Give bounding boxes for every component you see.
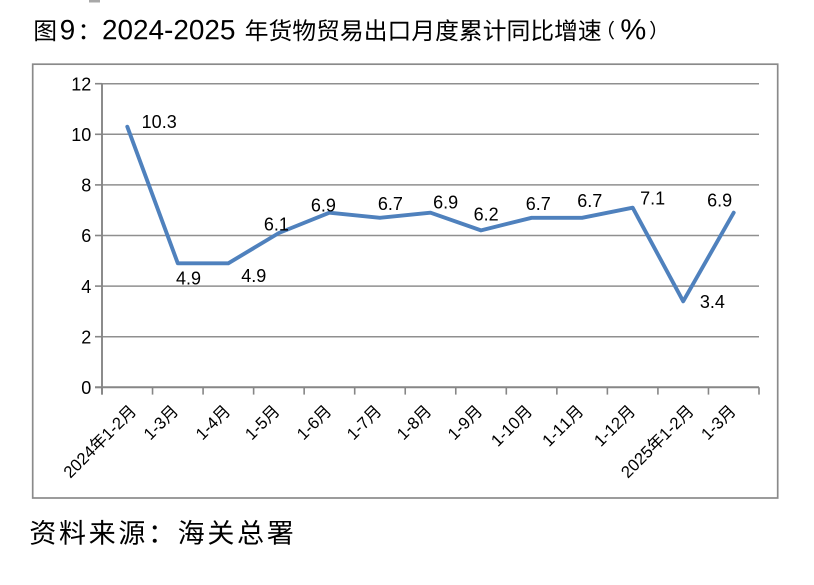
svg-text:8: 8 (81, 176, 91, 196)
svg-text:10: 10 (71, 125, 91, 145)
svg-text:6.7: 6.7 (378, 194, 403, 214)
svg-text:12: 12 (71, 74, 91, 94)
svg-text:3.4: 3.4 (700, 292, 725, 312)
svg-text:6.9: 6.9 (311, 196, 336, 216)
svg-text:6.2: 6.2 (474, 205, 499, 225)
svg-text:6.7: 6.7 (577, 191, 602, 211)
svg-text:6: 6 (81, 226, 91, 246)
svg-text:4.9: 4.9 (176, 269, 201, 289)
svg-text:7.1: 7.1 (640, 189, 665, 209)
svg-text:6.9: 6.9 (707, 191, 732, 211)
svg-text:2: 2 (81, 327, 91, 347)
svg-text:6.9: 6.9 (433, 193, 458, 213)
svg-text:6.1: 6.1 (264, 215, 289, 235)
svg-text:0: 0 (81, 378, 91, 398)
svg-text:4: 4 (81, 277, 91, 297)
svg-text:6.7: 6.7 (526, 194, 551, 214)
svg-text:10.3: 10.3 (142, 112, 177, 132)
svg-text:4.9: 4.9 (241, 266, 266, 286)
